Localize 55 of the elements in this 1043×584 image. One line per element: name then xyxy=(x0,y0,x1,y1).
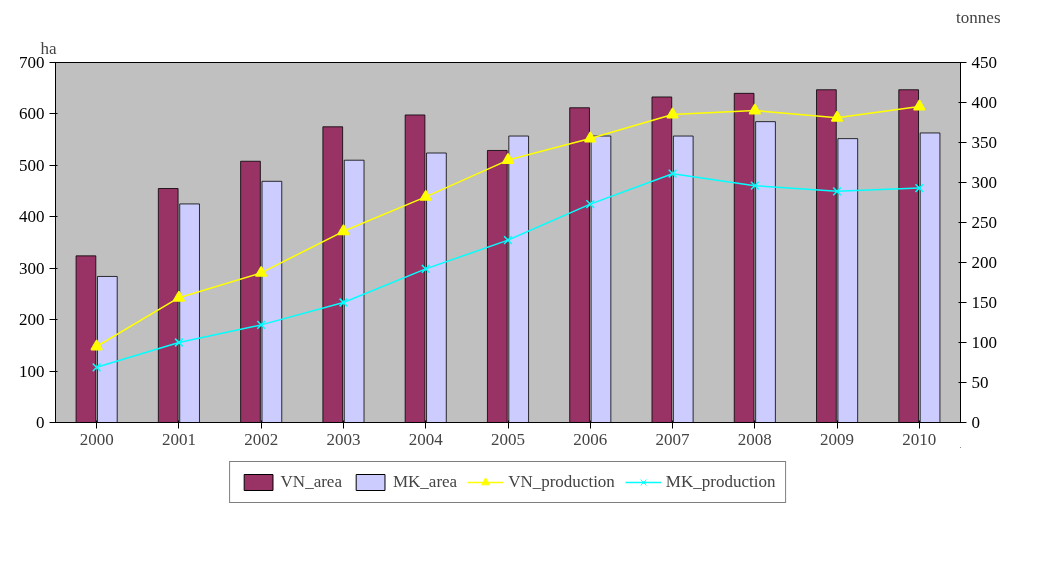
y2-tick-label: 200 xyxy=(971,253,997,272)
point xyxy=(748,103,762,115)
point xyxy=(666,107,679,119)
x-tick-label: 2008 xyxy=(737,429,772,449)
point xyxy=(419,189,432,201)
x-tick-label: 2000 xyxy=(79,429,114,449)
point xyxy=(254,265,268,277)
y-tick-label: 200 xyxy=(19,310,45,330)
point xyxy=(914,183,924,193)
y2-tick-label: 0 xyxy=(971,413,980,432)
y2-tick-label: 400 xyxy=(971,93,997,112)
point xyxy=(174,337,184,348)
y2-tick-label: 300 xyxy=(971,173,997,192)
point xyxy=(501,153,515,165)
y2-axis-title: tonnes xyxy=(956,7,1001,27)
point xyxy=(832,186,842,196)
y-tick-label: 400 xyxy=(19,207,45,227)
legend-label: VN_area xyxy=(280,472,342,492)
y-tick-label: 600 xyxy=(19,104,45,124)
x-tick-label: 2005 xyxy=(491,429,525,449)
x-tick-label: 2009 xyxy=(820,429,855,449)
x-tick-label: 2004 xyxy=(408,429,444,449)
point xyxy=(584,131,597,143)
point xyxy=(913,99,926,111)
point xyxy=(750,181,760,191)
point xyxy=(338,297,349,308)
point xyxy=(337,224,350,236)
y2-tick-label: 250 xyxy=(971,213,997,232)
point xyxy=(256,320,266,330)
point xyxy=(667,169,678,179)
point xyxy=(172,290,186,302)
y-tick-label: 500 xyxy=(19,155,45,175)
y2-tick-label: 350 xyxy=(971,133,997,152)
legend-label: VN_production xyxy=(508,472,615,492)
point xyxy=(92,362,102,372)
legend-label: MK_production xyxy=(665,472,776,492)
point xyxy=(503,235,513,245)
y2-tick-label: 150 xyxy=(971,293,997,312)
y2-tick-label: 100 xyxy=(971,333,997,352)
y-tick-label: 300 xyxy=(19,258,45,278)
x-tick-label: 2003 xyxy=(326,429,361,449)
y-tick-label: 0 xyxy=(36,413,45,432)
y2-tick-label: 50 xyxy=(971,373,989,392)
point xyxy=(830,110,844,122)
point xyxy=(90,339,103,351)
x-tick-label: 2007 xyxy=(655,429,691,449)
x-tick-label: 2010 xyxy=(902,429,937,449)
legend-label: MK_area xyxy=(392,472,458,492)
y2-tick-label: 450 xyxy=(971,53,997,72)
x-tick-label: 2002 xyxy=(244,429,279,449)
point xyxy=(421,264,431,274)
point xyxy=(585,199,595,209)
x-tick-label: 2006 xyxy=(573,429,608,449)
x-tick-label: 2001 xyxy=(161,429,196,449)
y-tick-label: 100 xyxy=(19,361,45,381)
